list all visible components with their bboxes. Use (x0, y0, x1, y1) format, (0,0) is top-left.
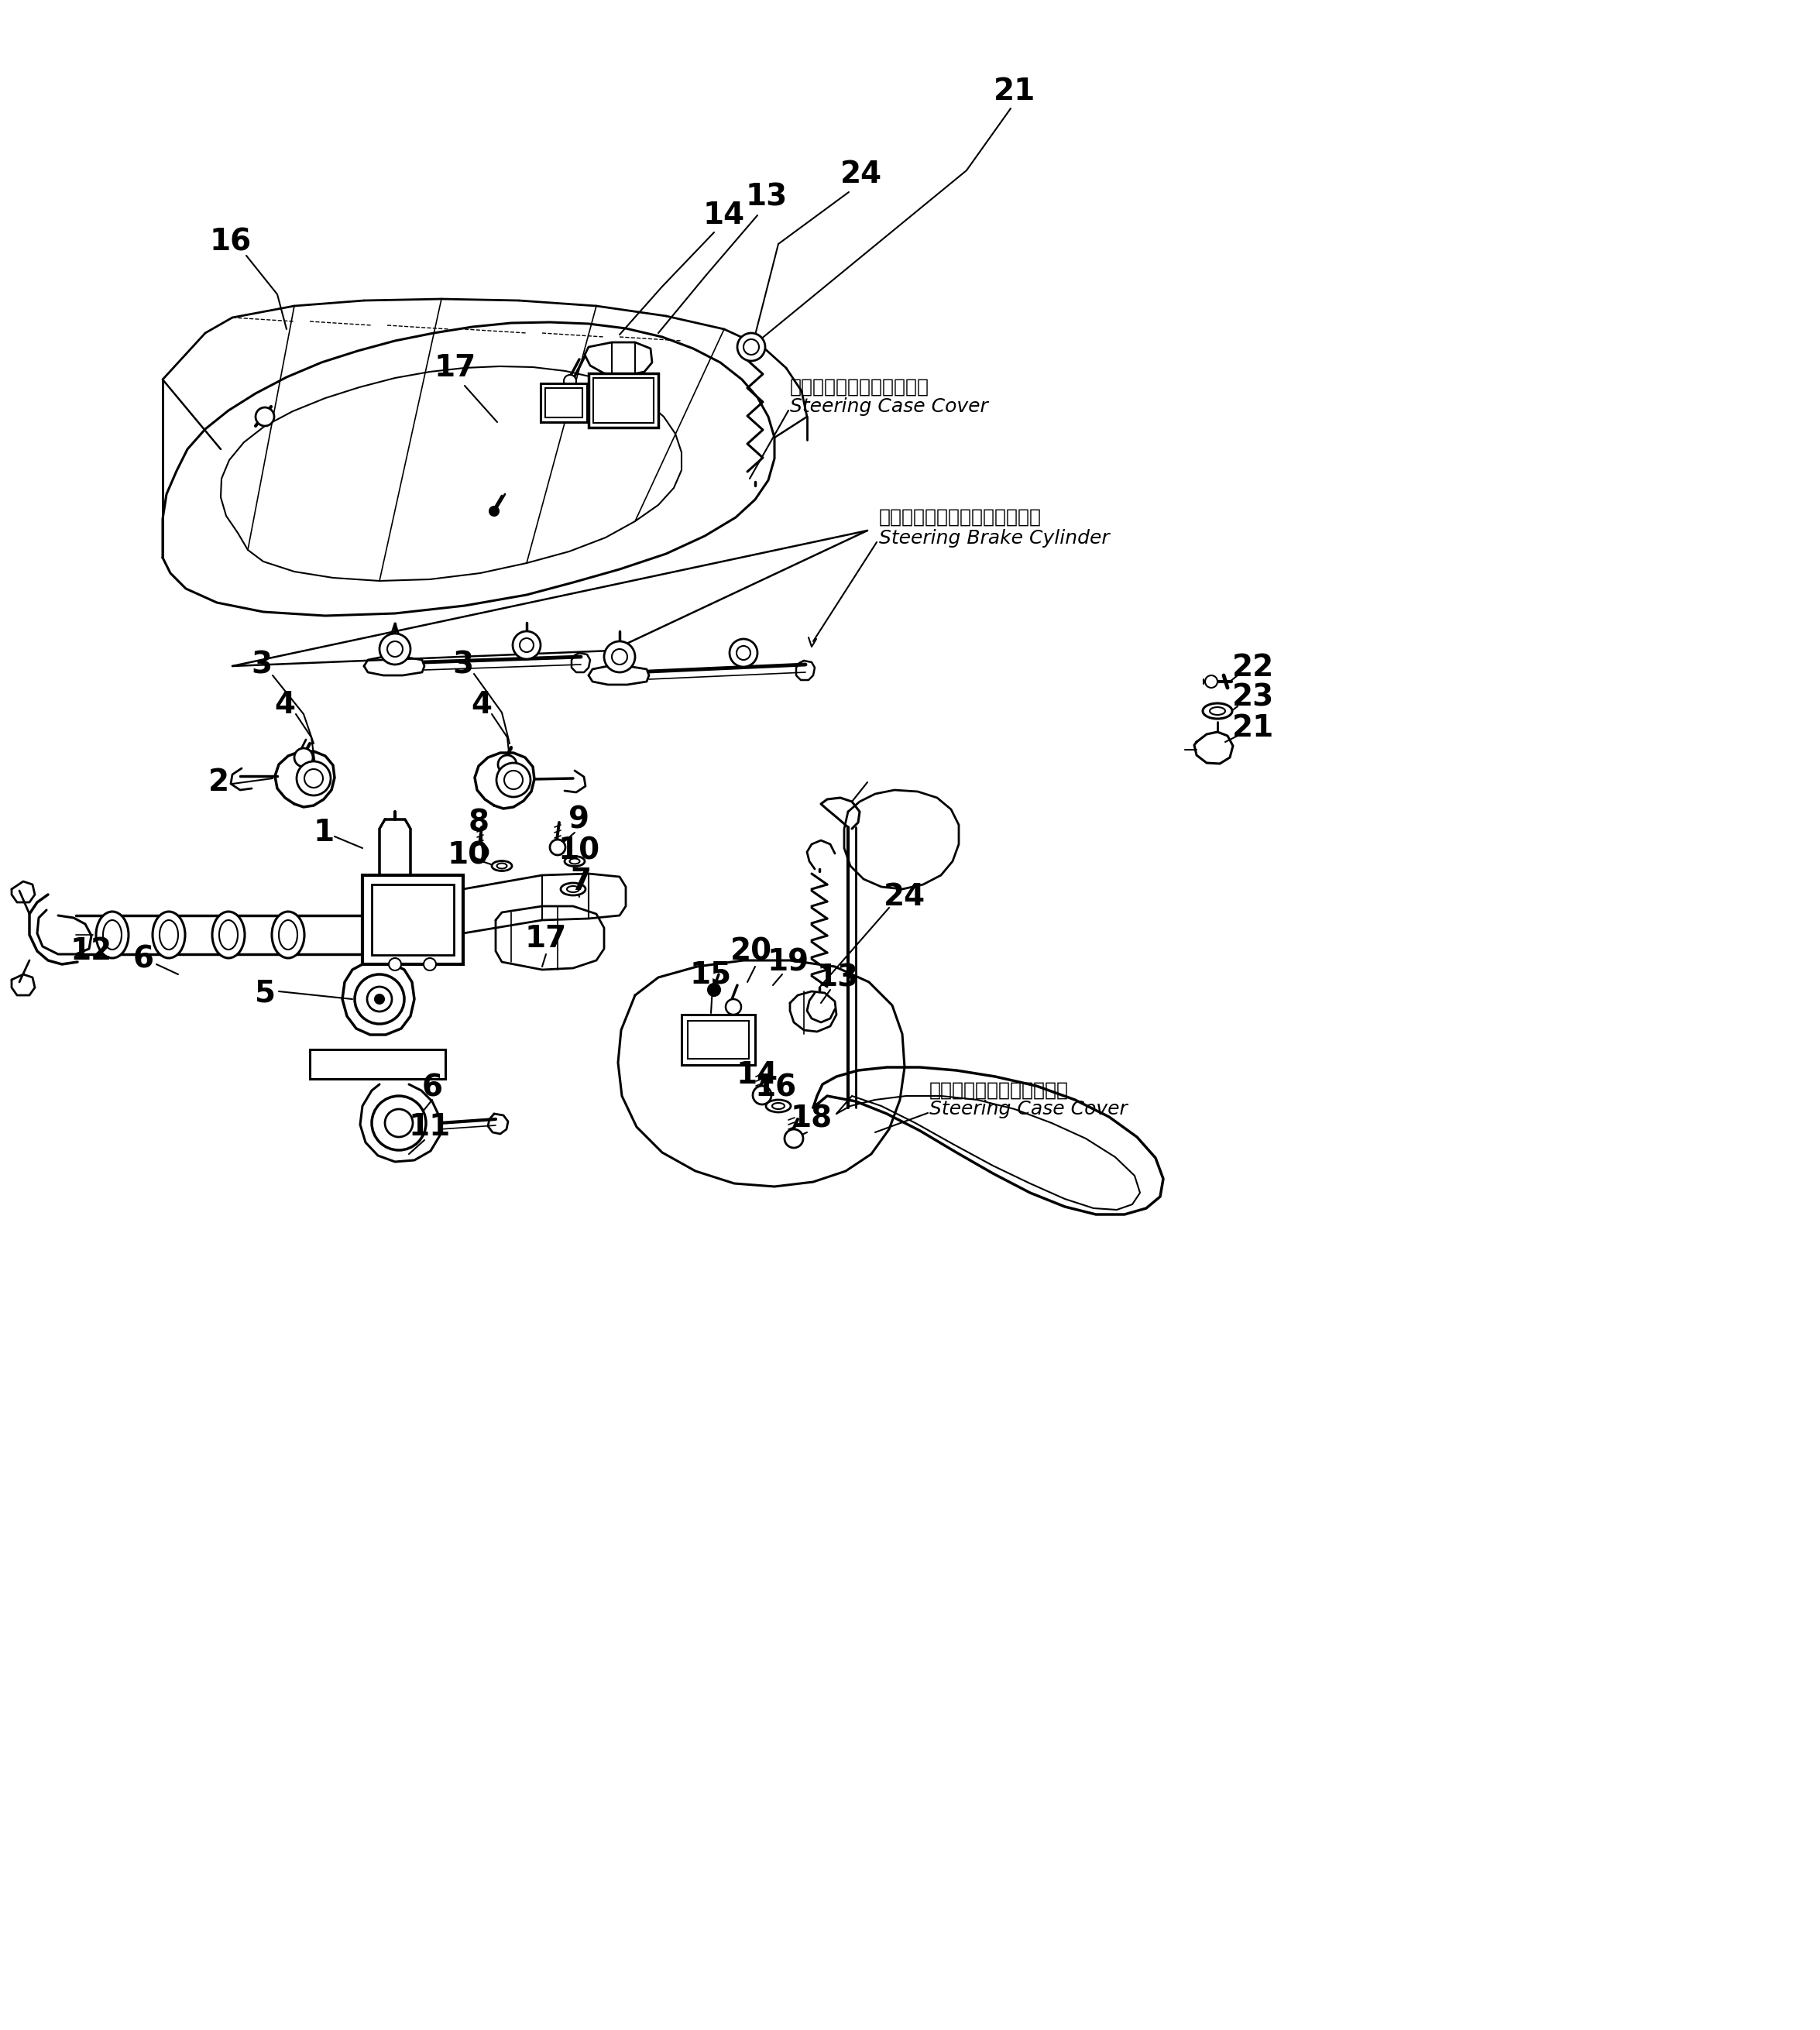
Text: 10: 10 (559, 836, 601, 865)
Ellipse shape (766, 1100, 790, 1112)
Text: 17: 17 (524, 924, 568, 954)
Circle shape (737, 333, 764, 361)
Bar (588, 374, 659, 428)
Text: 24: 24 (841, 160, 883, 189)
Circle shape (297, 761, 331, 796)
Text: ステアリングブレーキシリンダ: ステアリングブレーキシリンダ (879, 508, 1041, 526)
Circle shape (726, 999, 741, 1015)
Text: ステアリングケースカバー: ステアリングケースカバー (790, 378, 930, 396)
Circle shape (473, 844, 488, 861)
Circle shape (513, 631, 541, 660)
Text: Steering Case Cover: Steering Case Cover (930, 1100, 1127, 1119)
Text: 19: 19 (768, 948, 810, 976)
Circle shape (753, 1086, 772, 1104)
Text: 9: 9 (570, 804, 590, 834)
Text: 1: 1 (313, 818, 335, 847)
Text: 4: 4 (275, 690, 295, 719)
Ellipse shape (96, 911, 129, 958)
Circle shape (550, 840, 566, 855)
Text: 12: 12 (71, 936, 113, 966)
Circle shape (564, 376, 577, 388)
Circle shape (784, 1129, 803, 1147)
Text: 16: 16 (755, 1074, 797, 1102)
Ellipse shape (153, 911, 186, 958)
Text: 24: 24 (885, 883, 926, 911)
Circle shape (604, 641, 635, 672)
Bar (688, 1021, 748, 1060)
Text: Steering Case Cover: Steering Case Cover (790, 398, 988, 416)
Text: 6: 6 (133, 944, 153, 974)
Ellipse shape (302, 775, 324, 786)
Text: 3: 3 (251, 650, 273, 680)
Text: 4: 4 (471, 690, 491, 719)
Text: 17: 17 (435, 353, 477, 382)
Text: 5: 5 (255, 978, 275, 1007)
Circle shape (499, 755, 517, 773)
Ellipse shape (561, 883, 586, 895)
Circle shape (380, 633, 411, 664)
Bar (362, 875, 462, 964)
Ellipse shape (491, 861, 511, 871)
Circle shape (295, 749, 313, 767)
Text: 8: 8 (468, 808, 490, 836)
Text: 14: 14 (703, 201, 744, 229)
Ellipse shape (1203, 702, 1232, 719)
Bar (681, 1015, 755, 1066)
Text: 15: 15 (690, 960, 732, 989)
Text: 13: 13 (746, 183, 788, 213)
Circle shape (497, 763, 530, 798)
Circle shape (424, 958, 437, 970)
Bar (541, 384, 588, 422)
Text: 11: 11 (410, 1112, 451, 1141)
Text: 3: 3 (453, 650, 473, 680)
Polygon shape (380, 820, 411, 875)
Text: Steering Brake Cylinder: Steering Brake Cylinder (879, 530, 1110, 548)
Circle shape (355, 974, 404, 1023)
Text: 18: 18 (790, 1104, 832, 1135)
Text: 22: 22 (1232, 654, 1274, 682)
Text: 13: 13 (817, 962, 859, 993)
Text: 6: 6 (422, 1074, 442, 1102)
Text: 23: 23 (1232, 682, 1274, 713)
Circle shape (255, 408, 275, 426)
Text: 21: 21 (1232, 713, 1274, 743)
Text: 2: 2 (207, 767, 229, 798)
Text: 21: 21 (994, 77, 1036, 106)
Circle shape (371, 1096, 426, 1151)
Text: ステアリングケースカバー: ステアリングケースカバー (930, 1082, 1068, 1100)
Circle shape (730, 639, 757, 668)
Text: 16: 16 (209, 227, 251, 256)
Circle shape (1205, 676, 1218, 688)
Text: 14: 14 (737, 1060, 779, 1090)
Bar (309, 1050, 446, 1078)
Bar (546, 388, 582, 418)
Text: 7: 7 (570, 867, 592, 895)
Ellipse shape (504, 777, 526, 788)
Circle shape (389, 958, 400, 970)
Text: 20: 20 (730, 936, 772, 966)
Ellipse shape (213, 911, 244, 958)
Bar (371, 885, 453, 954)
Bar (593, 378, 653, 422)
Circle shape (490, 508, 499, 516)
Ellipse shape (564, 857, 584, 867)
Circle shape (375, 995, 384, 1003)
Text: 10: 10 (448, 840, 490, 871)
Ellipse shape (271, 911, 304, 958)
Circle shape (708, 985, 721, 997)
